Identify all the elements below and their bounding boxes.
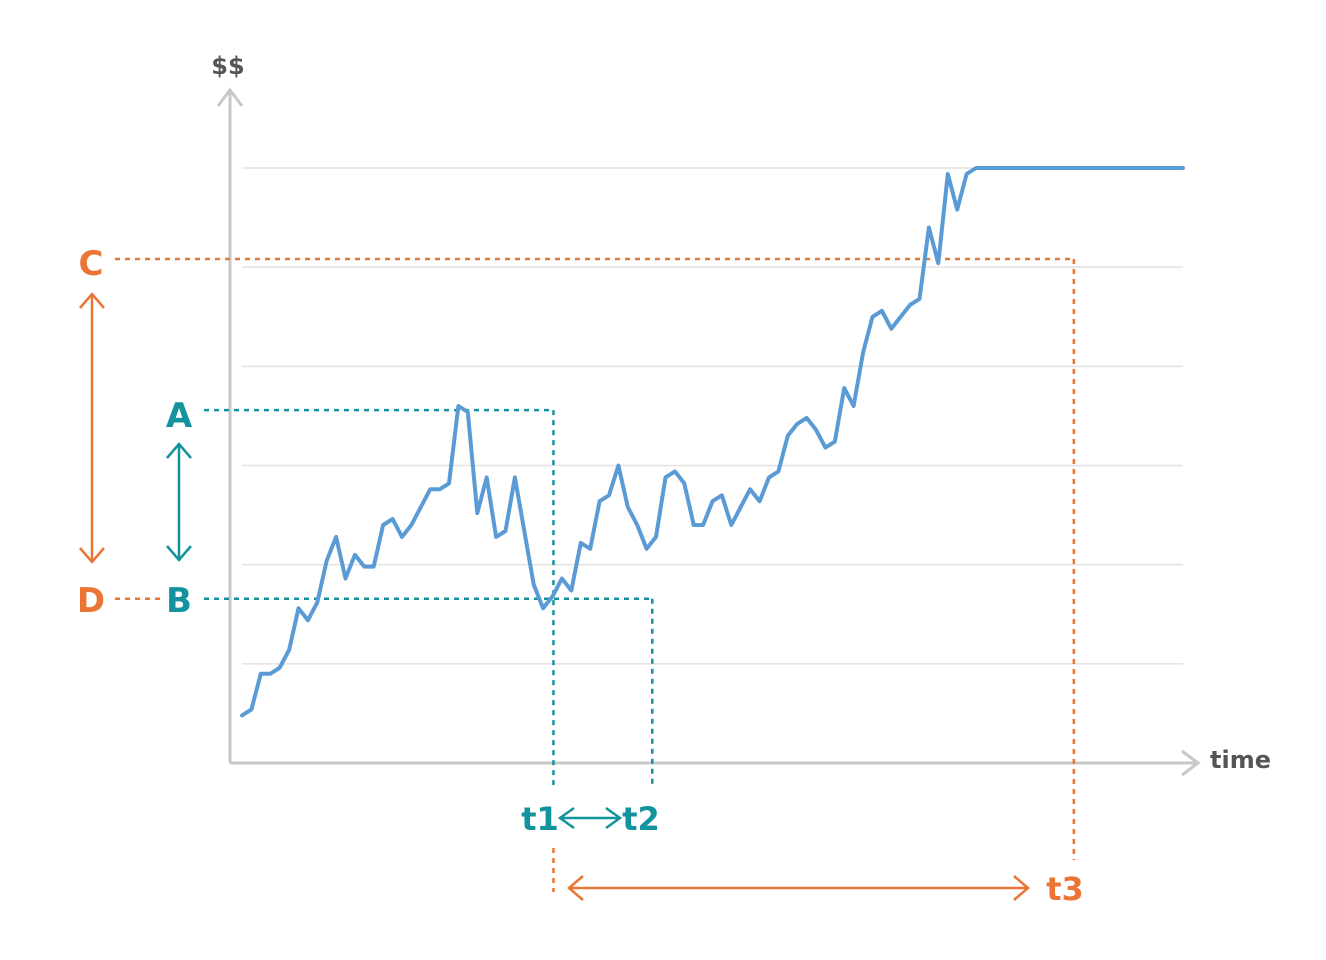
y-axis-label: $$: [211, 52, 244, 80]
x-axis-label: time: [1210, 746, 1271, 774]
label-a: A: [166, 396, 193, 436]
label-t2: t2: [622, 800, 660, 838]
label-b: B: [166, 581, 192, 621]
y-axis-arrowhead: [216, 87, 244, 107]
grid-lines: [242, 167, 1183, 665]
price-series-line: [240, 166, 1185, 718]
label-d: D: [77, 581, 105, 621]
label-t3: t3: [1046, 870, 1084, 908]
x-axis-arrowhead: [1181, 749, 1201, 777]
arrow-a-b: [166, 442, 192, 562]
label-t1: t1: [521, 800, 559, 838]
arrow-t1-t2: [557, 806, 623, 830]
arrow-c-d: [79, 292, 105, 564]
arrow-t1-t3: [567, 875, 1030, 901]
label-c: C: [79, 244, 104, 284]
